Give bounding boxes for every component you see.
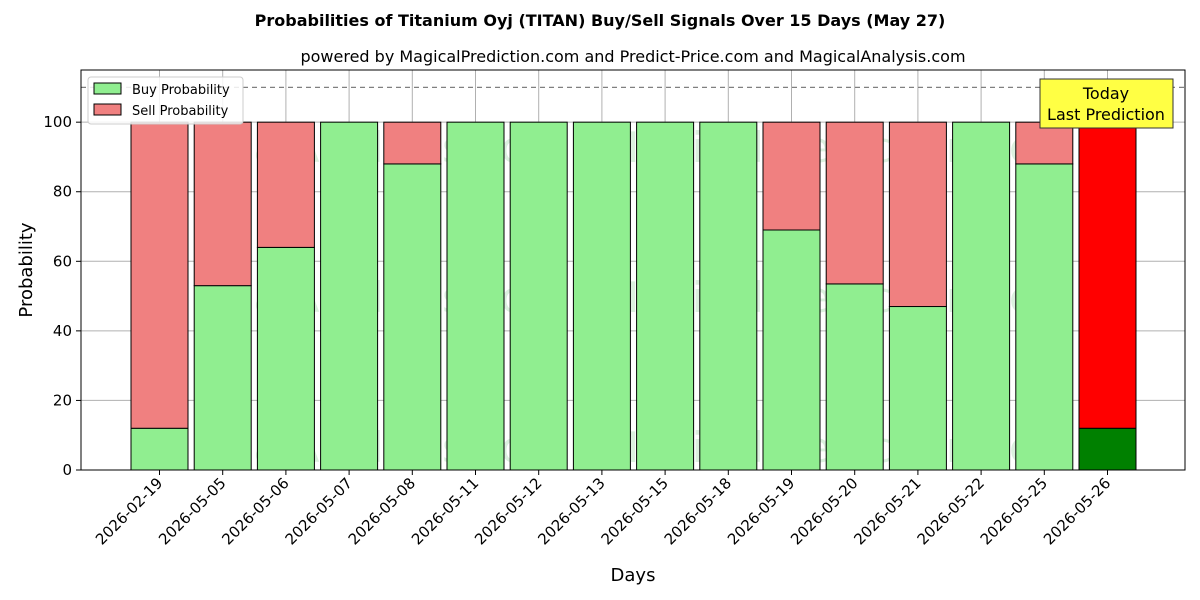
bar-sell xyxy=(888,121,947,308)
x-tick-label: 2026-05-12 xyxy=(471,474,545,548)
bar-buy xyxy=(383,163,442,471)
legend-label-sell: Sell Probability xyxy=(132,104,229,119)
x-tick-label: 2026-05-20 xyxy=(787,474,861,548)
y-tick-label: 60 xyxy=(53,252,72,270)
legend-swatch-buy xyxy=(93,82,122,95)
bar-buy xyxy=(320,121,379,471)
bar-buy xyxy=(699,121,758,471)
x-tick-label: 2026-05-25 xyxy=(977,474,1051,548)
bar-sell xyxy=(193,121,252,287)
x-tick-label: 2026-05-06 xyxy=(218,474,292,548)
bar-sell xyxy=(825,121,884,285)
chart-title: Probabilities of Titanium Oyj (TITAN) Bu… xyxy=(255,11,946,30)
y-tick-label: 40 xyxy=(53,322,72,340)
bar-sell xyxy=(383,121,442,165)
x-tick-label: 2026-05-13 xyxy=(534,474,608,548)
y-tick-label: 100 xyxy=(43,113,72,131)
bar-buy xyxy=(952,121,1011,471)
bar-sell xyxy=(130,121,189,429)
bar-buy xyxy=(193,285,252,471)
legend-swatch-sell xyxy=(93,103,122,116)
bar-buy xyxy=(572,121,631,471)
bar-buy xyxy=(762,229,821,471)
x-tick-label: 2026-05-21 xyxy=(850,474,924,548)
annotation-box xyxy=(1039,78,1174,129)
y-axis-label: Probability xyxy=(16,222,37,317)
bar-sell xyxy=(762,121,821,231)
bar-buy xyxy=(636,121,695,471)
bar-buy xyxy=(1015,163,1074,471)
x-tick-label: 2026-05-19 xyxy=(724,474,798,548)
x-tick-label: 2026-05-15 xyxy=(598,474,672,548)
y-tick-label: 0 xyxy=(62,461,72,479)
x-tick-label: 2026-05-22 xyxy=(914,474,988,548)
annotation-line-2: Last Prediction xyxy=(1047,105,1165,124)
x-tick-label: 2026-05-07 xyxy=(282,474,356,548)
bar-sell xyxy=(1078,121,1137,429)
legend: Buy Probability Sell Probability xyxy=(87,76,244,125)
today-annotation: Today Last Prediction xyxy=(1039,78,1174,129)
bar-buy xyxy=(446,121,505,471)
legend-box xyxy=(87,76,244,125)
bar-buy xyxy=(256,246,315,471)
bar-sell xyxy=(256,121,315,248)
chart-subtitle: powered by MagicalPrediction.com and Pre… xyxy=(300,47,965,66)
bar-sell xyxy=(1015,121,1074,165)
y-axis: 0 20 40 60 80 100 xyxy=(43,113,81,479)
bar-buy xyxy=(825,283,884,471)
x-tick-label: 2026-02-19 xyxy=(92,474,166,548)
bar-buy xyxy=(130,427,189,471)
x-tick-label: 2026-05-26 xyxy=(1040,474,1114,548)
x-axis: 2026-02-192026-05-052026-05-062026-05-07… xyxy=(92,470,1114,548)
annotation-line-1: Today xyxy=(1082,84,1129,103)
x-tick-label: 2026-05-11 xyxy=(408,474,482,548)
plot-frame xyxy=(80,69,1186,471)
bar-buy xyxy=(509,121,568,471)
bar-buy xyxy=(888,306,947,471)
x-tick-label: 2026-05-05 xyxy=(155,474,229,548)
x-axis-label: Days xyxy=(611,565,656,586)
bar-layer xyxy=(130,121,1137,471)
x-tick-label: 2026-05-18 xyxy=(661,474,735,548)
bar-buy xyxy=(1078,427,1137,471)
y-tick-label: 20 xyxy=(53,391,72,409)
legend-label-buy: Buy Probability xyxy=(132,83,230,98)
y-tick-label: 80 xyxy=(53,183,72,201)
x-tick-label: 2026-05-08 xyxy=(345,474,419,548)
